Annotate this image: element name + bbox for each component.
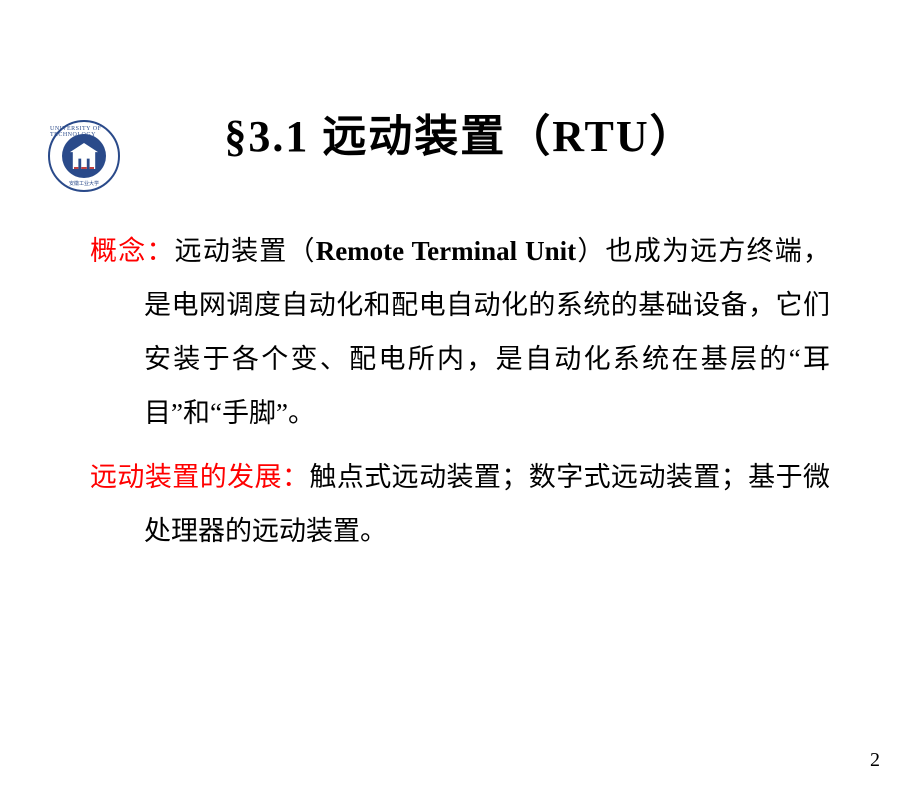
university-logo: UNIVERSITY OF TECHNOLOGY 安徽工业大学 [48,120,120,192]
logo-inner-circle [62,134,106,178]
paragraph-concept: 概念：远动装置（Remote Terminal Unit）也成为远方终端，是电网… [90,224,830,440]
concept-label: 概念： [90,236,175,266]
concept-english-term: Remote Terminal Unit [316,236,576,266]
page-number: 2 [870,749,880,772]
logo-building-icon [70,143,98,169]
concept-text-before: 远动装置（ [175,236,316,266]
slide-content: 概念：远动装置（Remote Terminal Unit）也成为远方终端，是电网… [0,224,920,558]
development-label: 远动装置的发展： [90,462,309,492]
paragraph-development: 远动装置的发展：触点式远动装置；数字式远动装置；基于微处理器的远动装置。 [90,450,830,558]
logo-bottom-text: 安徽工业大学 [69,180,99,187]
logo-outer-ring: UNIVERSITY OF TECHNOLOGY 安徽工业大学 [48,120,120,192]
slide-title: §3.1 远动装置（RTU） [0,100,920,164]
